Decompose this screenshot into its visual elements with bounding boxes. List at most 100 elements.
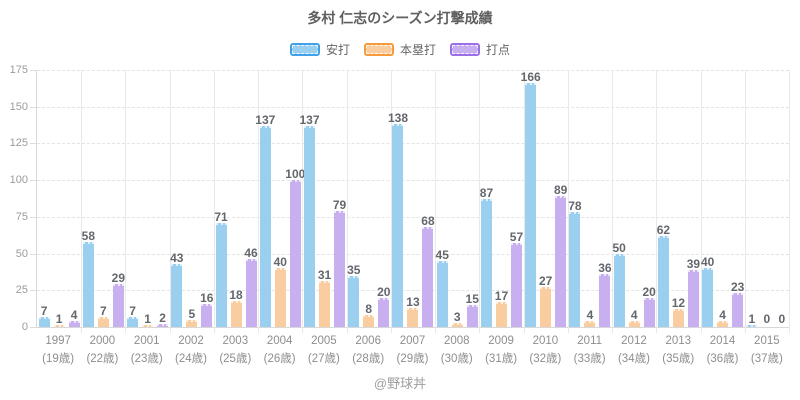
legend-item-hits[interactable]: 安打 xyxy=(289,41,350,58)
bar-hits-2003[interactable]: 71 xyxy=(214,210,228,327)
bar-rbi-2012[interactable]: 20 xyxy=(642,285,656,327)
legend-label-home-runs: 本塁打 xyxy=(399,43,436,57)
bar-value-label: 57 xyxy=(509,230,524,245)
bar-home-runs-2001[interactable]: 1 xyxy=(142,312,154,327)
x-tick-age: (19歳) xyxy=(42,353,75,365)
x-tick-year: 2002 xyxy=(178,335,204,347)
bar-rbi-2013[interactable]: 39 xyxy=(687,257,700,327)
v-gridline xyxy=(258,70,260,333)
h-gridline xyxy=(37,216,789,218)
bar-hits-2000[interactable]: 58 xyxy=(82,229,95,327)
bar-home-runs-2014[interactable]: 4 xyxy=(717,308,729,327)
legend: 安打 本塁打 打点 xyxy=(0,41,800,58)
bar-value-label: 16 xyxy=(200,290,214,305)
y-tick-label: 25 xyxy=(15,284,28,297)
bar-hits-2012[interactable]: 50 xyxy=(612,241,626,327)
bar-value-label: 29 xyxy=(111,271,126,286)
bar-hits-2008[interactable]: 45 xyxy=(436,248,449,327)
v-gridline xyxy=(744,70,746,333)
bar-value-label: 71 xyxy=(214,209,228,224)
bar-group-2006: 35 8 20 xyxy=(347,70,391,327)
bar-hits-2010[interactable]: 166 xyxy=(521,70,541,327)
v-gridline xyxy=(346,70,348,333)
bar-rbi-2000[interactable]: 29 xyxy=(112,271,125,327)
bar-home-runs-2013[interactable]: 12 xyxy=(672,296,685,327)
bar-home-runs-2012[interactable]: 4 xyxy=(628,308,640,327)
bar-hits-2006[interactable]: 35 xyxy=(347,263,360,327)
legend-item-rbi[interactable]: 打点 xyxy=(450,41,510,58)
bar-hits-2002[interactable]: 43 xyxy=(170,251,183,327)
bar-hits-2014[interactable]: 40 xyxy=(701,255,714,327)
x-tick-year: 2006 xyxy=(355,335,381,347)
bar-hits-1997[interactable]: 7 xyxy=(38,304,50,327)
h-gridline xyxy=(37,290,789,292)
bar-hits-2015[interactable]: 1 xyxy=(746,312,758,327)
x-tick-age: (23歳) xyxy=(130,353,163,365)
bar-value-label: 27 xyxy=(539,274,553,289)
bar-home-runs-2006[interactable]: 8 xyxy=(363,302,375,327)
bar-value-label: 46 xyxy=(244,246,258,261)
bar-rbi-2006[interactable]: 20 xyxy=(377,285,390,327)
bar-rbi-2005[interactable]: 79 xyxy=(333,198,346,327)
legend-swatch-rbi xyxy=(450,43,480,56)
x-axis: 1997 (19歳) 2000 (22歳) 2001 (23歳) 2002 (24歳) 2003… xyxy=(36,332,789,372)
bar-value-label: 45 xyxy=(435,247,449,262)
bar-home-runs-2007[interactable]: 13 xyxy=(406,295,420,327)
bar-hits-2013[interactable]: 62 xyxy=(657,223,670,327)
bar-home-runs-2009[interactable]: 17 xyxy=(495,289,508,327)
bar-rbi-2009[interactable]: 57 xyxy=(510,230,523,327)
x-tick-year: 2001 xyxy=(133,335,160,347)
bar-value-label: 138 xyxy=(387,111,408,126)
bar-hits-2001[interactable]: 7 xyxy=(127,304,139,327)
bar-hits-2007[interactable]: 138 xyxy=(388,111,408,327)
bar-home-runs-2002[interactable]: 5 xyxy=(186,307,198,327)
y-tick-mark xyxy=(30,106,37,108)
v-gridline xyxy=(479,70,481,333)
x-tick-year: 2007 xyxy=(399,335,426,347)
bar-value-label: 1 xyxy=(55,312,63,326)
bar-value-label: 68 xyxy=(421,214,435,229)
legend-item-home-runs[interactable]: 本塁打 xyxy=(363,41,436,58)
bar-value-label: 58 xyxy=(81,228,96,243)
y-tick-mark xyxy=(30,290,37,292)
bar-home-runs-2000[interactable]: 7 xyxy=(97,304,109,327)
legend-swatch-inner-dash xyxy=(291,45,318,54)
v-gridline xyxy=(390,70,392,333)
x-tick-year: 2005 xyxy=(311,335,337,347)
bar-rbi-2001[interactable]: 2 xyxy=(157,311,169,327)
bar-value-label: 137 xyxy=(299,112,320,127)
bar-rbi-2011[interactable]: 36 xyxy=(598,261,612,327)
bar-rbi-2007[interactable]: 68 xyxy=(421,214,435,327)
x-tick-year: 1997 xyxy=(45,335,71,347)
bar-rbi-2004[interactable]: 100 xyxy=(285,167,305,327)
bar-home-runs-1997[interactable]: 1 xyxy=(53,312,65,327)
bar-hits-2011[interactable]: 78 xyxy=(568,199,582,327)
bar-rbi-2010[interactable]: 89 xyxy=(554,183,567,327)
bar-rbi-2014[interactable]: 23 xyxy=(731,280,744,327)
x-tick-age: (31歳) xyxy=(485,353,518,365)
bar-value-label: 18 xyxy=(229,287,243,302)
bar-rbi-2008[interactable]: 15 xyxy=(466,292,479,327)
bar-group-2004: 137 40 100 xyxy=(255,70,305,327)
x-tick-label-2005: 2005 (27歳) xyxy=(302,332,346,368)
bar-home-runs-2003[interactable]: 18 xyxy=(229,288,243,327)
x-tick-age: (27歳) xyxy=(307,353,340,365)
bar-rbi-2002[interactable]: 16 xyxy=(200,291,213,327)
bar-value-label: 43 xyxy=(170,250,184,265)
bar-home-runs-2010[interactable]: 27 xyxy=(539,274,552,327)
x-tick-label-2002: 2002 (24歳) xyxy=(169,332,213,368)
bar-home-runs-2011[interactable]: 4 xyxy=(584,308,596,327)
bar-hits-2004[interactable]: 137 xyxy=(255,113,275,327)
bar-hits-2009[interactable]: 87 xyxy=(480,186,493,327)
y-tick-label: 125 xyxy=(9,137,28,150)
bar-home-runs-2004[interactable]: 40 xyxy=(274,255,287,327)
bar-home-runs-2005[interactable]: 31 xyxy=(318,268,331,327)
y-tick-label: 175 xyxy=(9,64,28,76)
bar-rbi-2003[interactable]: 46 xyxy=(244,246,258,327)
y-tick-mark xyxy=(30,180,37,182)
bar-hits-2005[interactable]: 137 xyxy=(300,113,320,327)
bar-rbi-1997[interactable]: 4 xyxy=(68,308,80,327)
x-tick-label-2007: 2007 (29歳) xyxy=(390,332,434,368)
bar-home-runs-2008[interactable]: 3 xyxy=(451,310,463,327)
